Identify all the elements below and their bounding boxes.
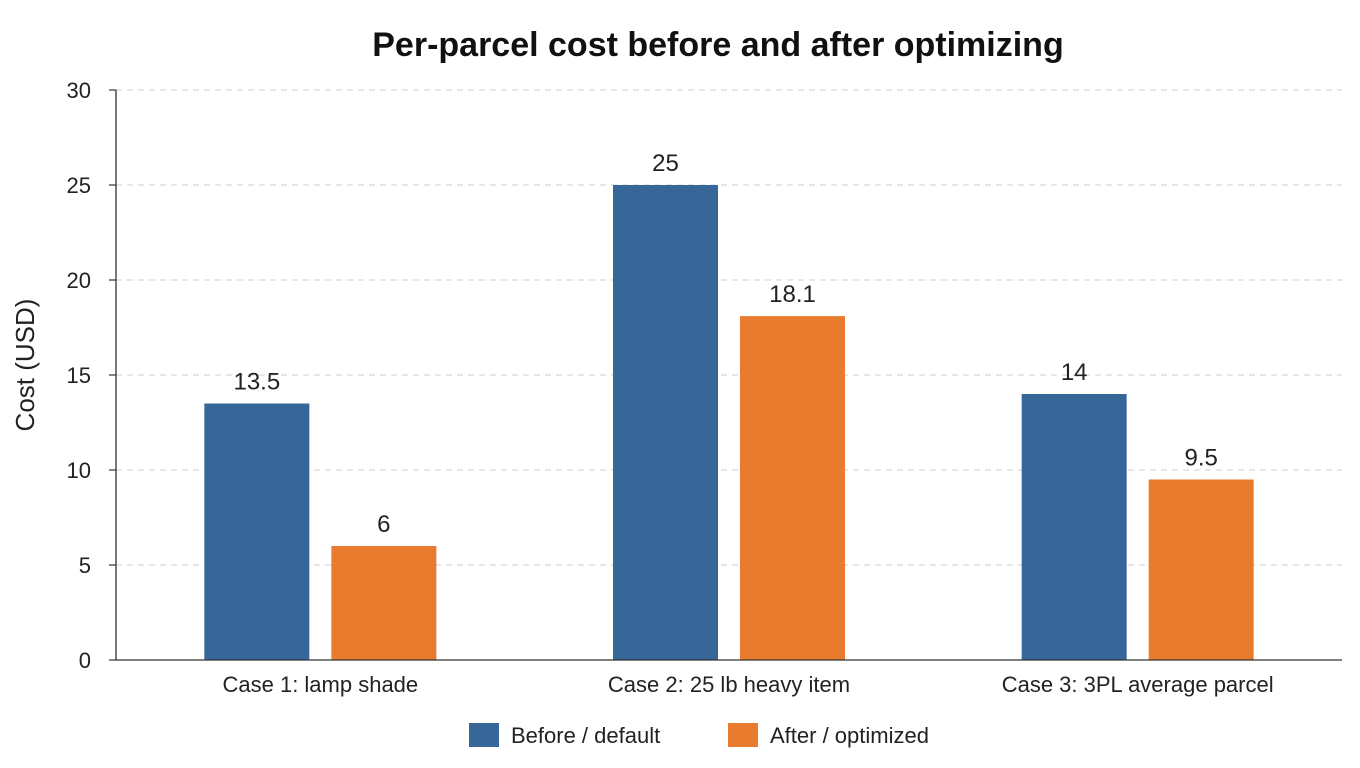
axes [109,89,1342,661]
x-category-label: Case 2: 25 lb heavy item [608,672,850,697]
x-category-labels: Case 1: lamp shade Case 2: 25 lb heavy it… [222,672,1273,697]
legend-swatch [728,723,758,747]
legend: Before / default After / optimized [469,723,929,748]
bar-value-label: 6 [377,511,390,538]
chart-title: Per-parcel cost before and after optimiz… [372,26,1063,64]
y-tick-label: 20 [67,268,91,293]
bar-value-label: 25 [652,150,679,177]
bar [204,403,310,660]
bar [740,316,845,660]
bar-value-label: 14 [1061,359,1088,386]
data-labels: 13.5 6 25 18.1 14 9.5 [233,150,1217,538]
legend-label: Before / default [511,723,660,748]
y-tick-label: 0 [79,648,91,673]
bar [331,546,437,660]
x-category-label: Case 1: lamp shade [222,672,418,697]
y-axis-label: Cost (USD) [10,299,40,432]
bar-value-label: 13.5 [233,369,280,396]
bar [613,185,718,660]
bar-value-label: 18.1 [769,281,816,308]
bars [204,185,1254,660]
y-tick-labels: 0 5 10 15 20 25 30 [67,78,91,673]
bar [1148,479,1254,660]
x-category-label: Case 3: 3PL average parcel [1002,672,1274,697]
bar [1021,394,1127,660]
legend-label: After / optimized [770,723,929,748]
y-tick-label: 30 [67,78,91,103]
y-tick-label: 15 [67,363,91,388]
y-tick-label: 5 [79,553,91,578]
bar-value-label: 9.5 [1184,445,1217,472]
y-tick-label: 25 [67,173,91,198]
legend-swatch [469,723,499,747]
y-tick-label: 10 [67,458,91,483]
